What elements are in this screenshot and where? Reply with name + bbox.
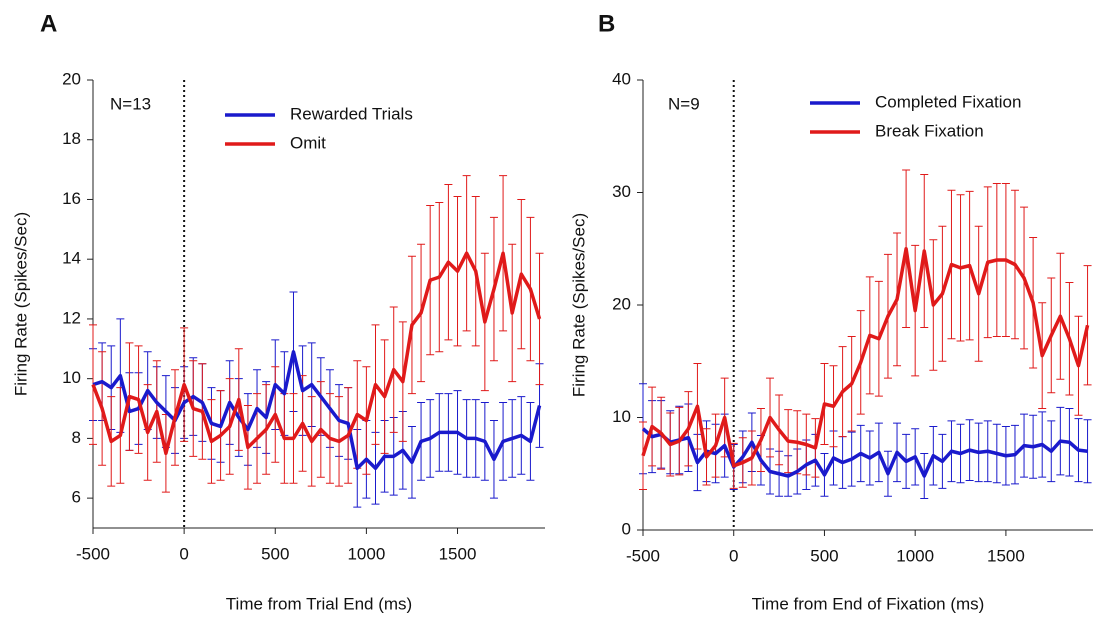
error-bar	[535, 252, 544, 386]
annotation: N=9	[668, 94, 700, 113]
y-tick-label: 12	[62, 308, 81, 327]
x-tick-label: -500	[626, 546, 660, 565]
y-tick-label: 10	[612, 407, 631, 426]
data-line	[641, 247, 1090, 468]
x-tick-label: 1000	[347, 544, 385, 563]
y-tick-label: 16	[62, 189, 81, 208]
y-tick-label: 8	[72, 428, 81, 447]
panel-label: A	[40, 10, 57, 37]
annotation: N=13	[110, 94, 151, 113]
x-axis-label: Time from Trial End (ms)	[226, 594, 412, 613]
x-tick-label: 500	[261, 544, 289, 563]
error-bar	[1083, 419, 1092, 484]
y-axis-label: Firing Rate (Spikes/Sec)	[11, 212, 30, 396]
x-tick-label: 1500	[439, 544, 477, 563]
x-tick-label: 500	[810, 546, 838, 565]
legend-label: Completed Fixation	[875, 92, 1021, 111]
legend-label: Break Fixation	[875, 121, 984, 140]
x-tick-label: 1000	[896, 546, 934, 565]
y-tick-label: 18	[62, 129, 81, 148]
y-tick-label: 14	[62, 249, 81, 268]
y-tick-label: 20	[612, 294, 631, 313]
error-bar	[1083, 265, 1092, 386]
legend-label: Rewarded Trials	[290, 104, 413, 123]
y-tick-label: 30	[612, 182, 631, 201]
panel-label: B	[598, 10, 615, 37]
data-line	[92, 350, 542, 471]
y-tick-label: 10	[62, 368, 81, 387]
x-tick-label: 0	[179, 544, 188, 563]
y-tick-label: 20	[62, 69, 81, 88]
y-tick-label: 6	[72, 488, 81, 507]
data-line	[91, 251, 542, 456]
y-tick-label: 40	[612, 69, 631, 88]
x-tick-label: -500	[76, 544, 110, 563]
x-tick-label: 0	[729, 546, 738, 565]
legend-label: Omit	[290, 133, 326, 152]
x-tick-label: 1500	[987, 546, 1025, 565]
y-tick-label: 0	[622, 519, 631, 538]
y-axis-label: Firing Rate (Spikes/Sec)	[569, 213, 588, 397]
x-axis-label: Time from End of Fixation (ms)	[752, 594, 985, 613]
data-line	[641, 427, 1088, 478]
